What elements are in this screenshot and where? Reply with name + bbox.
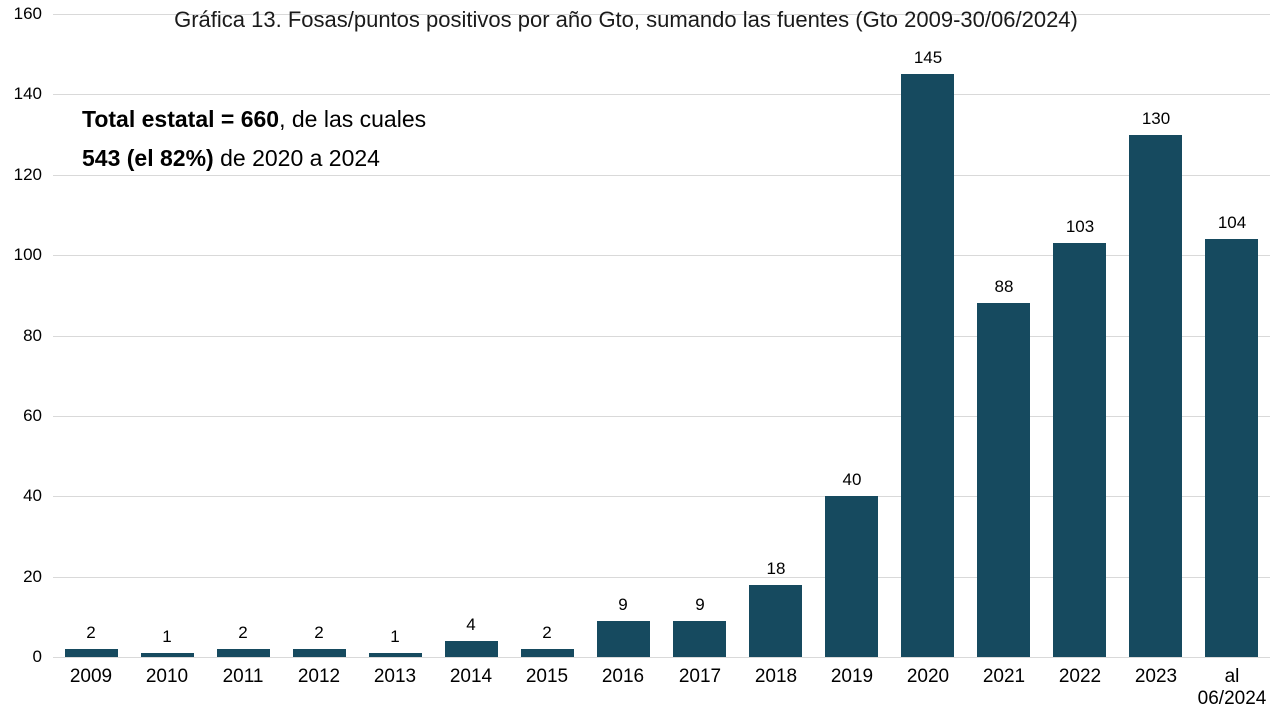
x-axis-tick-label: 2015 bbox=[503, 666, 591, 688]
x-axis-tick-label: 2020 bbox=[884, 666, 972, 688]
x-axis-tick-label: 2013 bbox=[351, 666, 439, 688]
bar-2021 bbox=[977, 303, 1030, 657]
x-axis-tick-label-line: 2014 bbox=[449, 666, 493, 687]
y-axis-tick-label: 80 bbox=[23, 326, 42, 345]
bar-value-label: 88 bbox=[994, 277, 1014, 296]
x-axis-tick-label-line: 2022 bbox=[1058, 666, 1102, 687]
bar-value-label: 40 bbox=[842, 470, 862, 489]
bar-2017 bbox=[673, 621, 726, 657]
y-axis-tick-label: 120 bbox=[13, 165, 42, 184]
x-axis-tick-label: 2023 bbox=[1112, 666, 1200, 688]
y-axis-tick-label: 60 bbox=[23, 406, 42, 425]
bar-2015 bbox=[521, 649, 574, 657]
bar-2019 bbox=[825, 496, 878, 657]
x-axis-tick-label-line: 2017 bbox=[678, 666, 722, 687]
bar-al-06-2024 bbox=[1205, 239, 1258, 657]
bar-value-label: 2 bbox=[542, 623, 552, 642]
bar-value-label: 1 bbox=[162, 627, 172, 646]
chart-title: Gráfica 13. Fosas/puntos positivos por a… bbox=[174, 7, 1078, 32]
gridline-y-80 bbox=[53, 336, 1270, 337]
x-axis-tick-label-line: 2023 bbox=[1134, 666, 1178, 687]
bar-value-label: 18 bbox=[766, 559, 786, 578]
gridline-y-0 bbox=[53, 657, 1270, 658]
gridline-y-120 bbox=[53, 175, 1270, 176]
x-axis-tick-label: 2019 bbox=[808, 666, 896, 688]
bar-2022 bbox=[1053, 243, 1106, 657]
gridline-y-20 bbox=[53, 577, 1270, 578]
x-axis-tick-label: 2012 bbox=[275, 666, 363, 688]
annotation-total-bold: Total estatal = 660 bbox=[82, 106, 280, 132]
bar-value-label: 2 bbox=[86, 623, 96, 642]
y-axis-tick-label: 140 bbox=[13, 84, 42, 103]
bar-value-label: 4 bbox=[466, 615, 476, 634]
bar-value-label: 145 bbox=[913, 48, 943, 67]
bar-value-label: 130 bbox=[1141, 109, 1171, 128]
y-axis-tick-label: 160 bbox=[13, 4, 42, 23]
x-axis-tick-label: 2022 bbox=[1036, 666, 1124, 688]
x-axis-tick-label: 2017 bbox=[656, 666, 744, 688]
annotation-subtotal-bold: 543 (el 82%) bbox=[82, 145, 214, 171]
gridline-y-60 bbox=[53, 416, 1270, 417]
bar-2010 bbox=[141, 653, 194, 657]
bar-value-label: 9 bbox=[618, 595, 628, 614]
x-axis-tick-label-line: 2018 bbox=[754, 666, 798, 687]
x-axis-tick-label-line: 2020 bbox=[906, 666, 950, 687]
bar-value-label: 9 bbox=[695, 595, 705, 614]
bar-2016 bbox=[597, 621, 650, 657]
bar-2013 bbox=[369, 653, 422, 657]
x-axis-tick-label: 2021 bbox=[960, 666, 1048, 688]
bar-2012 bbox=[293, 649, 346, 657]
x-axis-tick-label: 2010 bbox=[123, 666, 211, 688]
y-axis-tick-label: 20 bbox=[23, 567, 42, 586]
bar-2020 bbox=[901, 74, 954, 657]
x-axis-tick-label-line: 2015 bbox=[525, 666, 569, 687]
bar-value-label: 104 bbox=[1217, 213, 1247, 232]
annotation-line-2: 543 (el 82%) de 2020 a 2024 bbox=[82, 139, 426, 178]
annotation-total-regular: , de las cuales bbox=[279, 106, 427, 132]
x-axis-tick-label-line: al bbox=[1224, 666, 1240, 687]
gridline-y-160 bbox=[53, 14, 1270, 15]
bar-2023 bbox=[1129, 135, 1182, 657]
bar-2014 bbox=[445, 641, 498, 657]
x-axis-tick-label-line: 2009 bbox=[69, 666, 113, 687]
x-axis-tick-label: 2014 bbox=[427, 666, 515, 688]
x-axis-tick-label-line: 06/2024 bbox=[1197, 688, 1267, 709]
total-annotation: Total estatal = 660, de las cuales 543 (… bbox=[82, 100, 426, 178]
x-axis-tick-label: al 06/2024 bbox=[1188, 666, 1276, 710]
x-axis-tick-label-line: 2012 bbox=[297, 666, 341, 687]
bar-2011 bbox=[217, 649, 270, 657]
x-axis-tick-label-line: 2019 bbox=[830, 666, 874, 687]
x-axis-tick-label: 2009 bbox=[47, 666, 135, 688]
x-axis-tick-label-line: 2016 bbox=[601, 666, 645, 687]
bar-2009 bbox=[65, 649, 118, 657]
gridline-y-100 bbox=[53, 255, 1270, 256]
bar-value-label: 2 bbox=[238, 623, 248, 642]
gridline-y-40 bbox=[53, 496, 1270, 497]
x-axis-tick-label-line: 2011 bbox=[222, 666, 264, 687]
y-axis-tick-label: 40 bbox=[23, 486, 42, 505]
y-axis-tick-label: 100 bbox=[13, 245, 42, 264]
bar-value-label: 103 bbox=[1065, 217, 1095, 236]
x-axis-tick-label: 2018 bbox=[732, 666, 820, 688]
x-axis-tick-label-line: 2013 bbox=[373, 666, 417, 687]
x-axis-tick-label-line: 2010 bbox=[145, 666, 189, 687]
x-axis-tick-label-line: 2021 bbox=[982, 666, 1026, 687]
annotation-subtotal-regular: de 2020 a 2024 bbox=[213, 145, 380, 171]
x-axis-tick-label: 2011 bbox=[199, 666, 287, 688]
x-axis-tick-label: 2016 bbox=[579, 666, 667, 688]
bar-value-label: 1 bbox=[390, 627, 400, 646]
annotation-line-1: Total estatal = 660, de las cuales bbox=[82, 100, 426, 139]
gridline-y-140 bbox=[53, 94, 1270, 95]
bar-2018 bbox=[749, 585, 802, 657]
bar-value-label: 2 bbox=[314, 623, 324, 642]
y-axis-tick-label: 0 bbox=[32, 647, 42, 666]
